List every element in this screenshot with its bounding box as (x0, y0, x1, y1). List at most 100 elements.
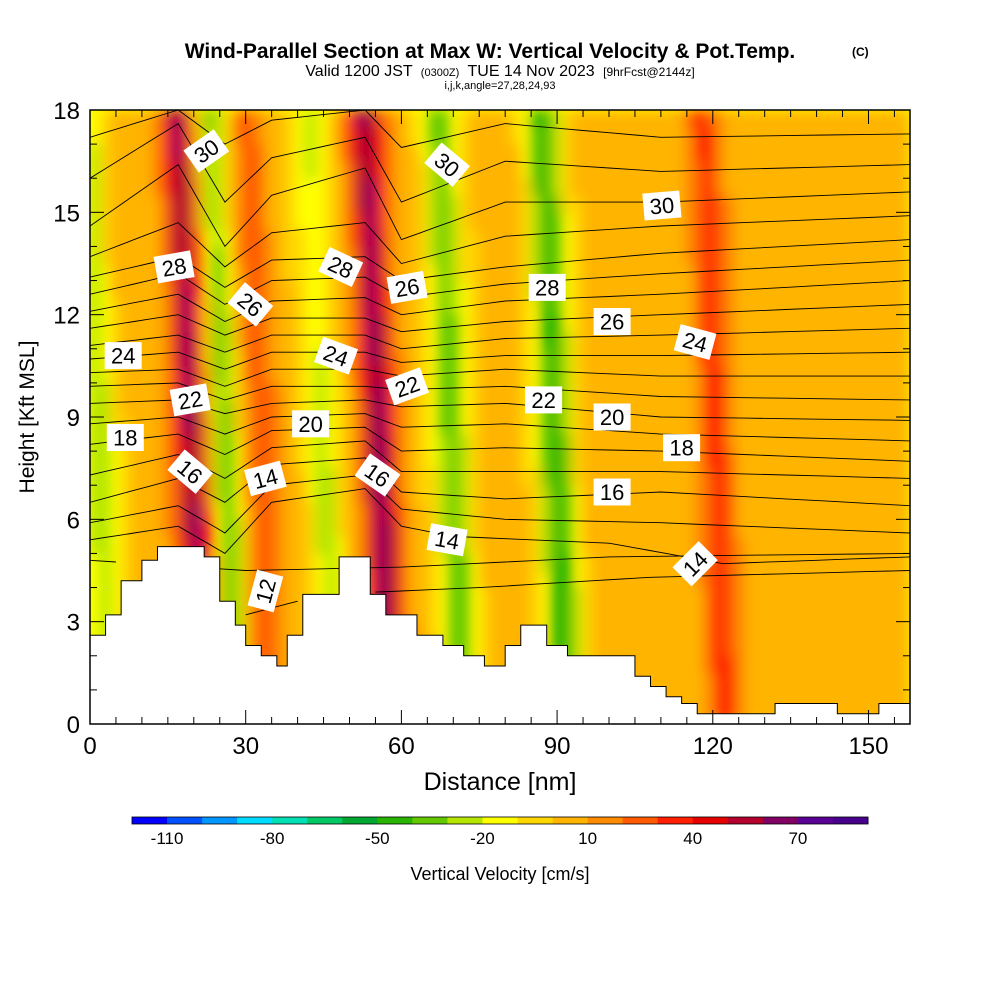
velocity-cell (786, 177, 798, 196)
velocity-cell (878, 365, 890, 384)
velocity-cell (140, 194, 152, 213)
velocity-cell (90, 535, 101, 554)
velocity-cell (673, 484, 685, 503)
velocity-cell (386, 228, 398, 247)
velocity-cell (253, 110, 265, 128)
velocity-cell (868, 245, 880, 264)
velocity-cell (407, 143, 419, 162)
velocity-cell (858, 518, 870, 537)
velocity-cell (233, 416, 245, 435)
velocity-cell (561, 518, 573, 537)
velocity-cell (653, 177, 665, 196)
velocity-cell (889, 263, 901, 282)
velocity-cell (233, 552, 245, 571)
velocity-cell (151, 535, 163, 554)
velocity-cell (304, 501, 316, 520)
velocity-cell (397, 450, 409, 469)
valid-time-line: Valid 1200 JST (0300Z) TUE 14 Nov 2023 [… (305, 63, 694, 80)
velocity-cell (243, 177, 255, 196)
velocity-cell (192, 297, 204, 316)
velocity-cell (766, 331, 778, 350)
velocity-cell (90, 518, 101, 537)
velocity-cell (878, 177, 890, 196)
velocity-cell (499, 228, 511, 247)
velocity-cell (397, 126, 409, 145)
velocity-cell (509, 194, 521, 213)
velocity-cell (673, 143, 685, 162)
velocity-cell (140, 365, 152, 384)
velocity-cell (458, 228, 470, 247)
velocity-cell (489, 228, 501, 247)
velocity-cell (550, 433, 562, 452)
velocity-cell (868, 416, 880, 435)
velocity-cell (90, 484, 101, 503)
velocity-cell (550, 501, 562, 520)
velocity-cell (325, 211, 337, 230)
velocity-cell (356, 518, 368, 537)
velocity-cell (458, 194, 470, 213)
velocity-cell (366, 110, 378, 128)
velocity-cell (345, 382, 357, 401)
velocity-cell (243, 160, 255, 179)
velocity-cell (345, 399, 357, 418)
velocity-cell (878, 331, 890, 350)
velocity-cell (745, 110, 757, 128)
velocity-cell (776, 672, 788, 691)
velocity-cell (858, 143, 870, 162)
velocity-cell (899, 535, 910, 554)
velocity-cell (766, 518, 778, 537)
velocity-cell (704, 245, 716, 264)
velocity-cell (90, 160, 101, 179)
velocity-cell (745, 365, 757, 384)
index-line: i,j,k,angle=27,28,24,93 (444, 80, 555, 92)
velocity-cell (581, 314, 593, 333)
velocity-cell (837, 570, 849, 589)
velocity-cell (90, 348, 101, 367)
velocity-cell (807, 143, 819, 162)
velocity-cell (735, 587, 747, 606)
velocity-cell (222, 552, 234, 571)
velocity-cell (90, 297, 101, 316)
velocity-cell (509, 587, 521, 606)
contour-label: 30 (642, 190, 682, 221)
velocity-cell (899, 655, 910, 674)
velocity-cell (335, 297, 347, 316)
velocity-cell (714, 655, 726, 674)
velocity-cell (858, 689, 870, 708)
velocity-cell (407, 467, 419, 486)
velocity-cell (745, 314, 757, 333)
velocity-cell (694, 110, 706, 128)
velocity-cell (591, 263, 603, 282)
velocity-cell (417, 621, 429, 640)
velocity-cell (325, 518, 337, 537)
velocity-cell (776, 604, 788, 623)
velocity-cell (725, 365, 737, 384)
velocity-cell (745, 518, 757, 537)
velocity-cell (509, 314, 521, 333)
velocity-cell (253, 211, 265, 230)
velocity-cell (345, 365, 357, 384)
velocity-cell (837, 604, 849, 623)
velocity-cell (602, 143, 614, 162)
velocity-cell (745, 433, 757, 452)
velocity-cell (304, 535, 316, 554)
velocity-cell (714, 552, 726, 571)
velocity-cell (622, 263, 634, 282)
velocity-cell (161, 501, 173, 520)
contour-label: 18 (663, 434, 701, 462)
velocity-cell (243, 552, 255, 571)
velocity-cell (284, 126, 296, 145)
velocity-cell (622, 638, 634, 657)
velocity-cell (161, 126, 173, 145)
velocity-cell (673, 467, 685, 486)
velocity-cell (745, 228, 757, 247)
velocity-cell (899, 382, 910, 401)
velocity-cell (356, 177, 368, 196)
velocity-cell (673, 211, 685, 230)
velocity-cell (479, 126, 491, 145)
velocity-cell (786, 501, 798, 520)
velocity-cell (468, 416, 480, 435)
velocity-cell (591, 160, 603, 179)
velocity-cell (704, 177, 716, 196)
velocity-cell (509, 518, 521, 537)
